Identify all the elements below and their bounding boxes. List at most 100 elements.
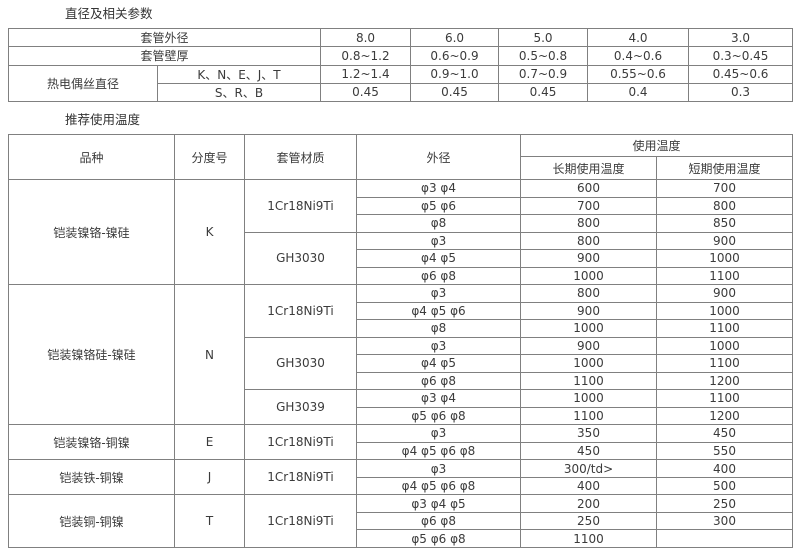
t2-short-temp-cell: 550 xyxy=(655,441,794,461)
t2-short-temp-cell: 300 xyxy=(655,511,794,531)
t1-value-cell: 0.45 xyxy=(320,82,412,103)
t2-long-temp-cell: 800 xyxy=(520,284,657,303)
t2-od-cell: φ4 φ5 φ6 xyxy=(356,301,521,321)
t1-value-cell: 0.8~1.2 xyxy=(320,46,412,66)
table-row: 铠装镍铬硅-镍硅 N 1Cr18Ni9Ti φ3 800 900 xyxy=(8,284,794,426)
t2-long-temp-cell: 600 xyxy=(520,179,657,198)
table-row: GH3030 φ3 900 1000 xyxy=(9,336,794,391)
t2-long-temp-cell: 1000 xyxy=(520,389,657,408)
t1-value-cell: 0.6~0.9 xyxy=(410,46,500,66)
table-row: φ8 1000 1100 xyxy=(9,319,794,338)
t2-header-material: 套管材质 xyxy=(244,134,357,180)
t2-short-temp-cell: 800 xyxy=(655,196,794,216)
table2-title: 推荐使用温度 xyxy=(65,112,141,127)
t2-long-temp-cell: 1100 xyxy=(520,406,657,426)
table-row: φ5 φ6 φ8 1100 xyxy=(9,529,794,548)
t2-short-temp-cell: 250 xyxy=(655,494,794,513)
t2-od-cell: φ3 φ4 φ5 xyxy=(356,494,521,513)
t2-od-cell: φ4 φ5 xyxy=(356,354,521,373)
t1-value-cell: 5.0 xyxy=(498,27,589,48)
t2-long-temp-cell: 900 xyxy=(520,301,657,321)
t2-long-temp-cell: 800 xyxy=(520,214,657,233)
t1-label-outer-diameter: 套管外径 xyxy=(7,27,322,48)
t1-value-cell: 0.45~0.6 xyxy=(688,64,794,84)
table-row: φ4 φ5 φ6 900 1000 xyxy=(9,301,794,321)
t2-long-temp-cell: 300/td> xyxy=(520,459,657,478)
t1-label-wire-diameter: 热电偶丝直径 xyxy=(8,64,158,102)
t2-short-temp-cell: 500 xyxy=(655,476,794,496)
t1-value-cell: 3.0 xyxy=(688,27,794,48)
t2-long-temp-cell: 450 xyxy=(520,441,657,461)
table-header-row: 品种 分度号 套管材质 外径 使用温度 xyxy=(8,134,794,180)
table-row: 铠装镍铬-镍硅 K 1Cr18Ni9Ti φ3 φ4 600 700 xyxy=(8,178,794,286)
t2-short-temp-cell: 850 xyxy=(655,214,794,233)
t1-value-cell: 4.0 xyxy=(587,27,690,48)
t2-od-cell: φ3 φ4 xyxy=(356,179,521,198)
t2-material-cell: 1Cr18Ni9Ti xyxy=(244,424,357,461)
t2-short-temp-cell: 1100 xyxy=(655,354,794,373)
t2-long-temp-cell: 1000 xyxy=(520,354,657,373)
table-row: 套管壁厚 0.8~1.2 0.6~0.9 0.5~0.8 0.4~0.6 0.3… xyxy=(7,46,794,66)
t1-value-cell: 0.9~1.0 xyxy=(410,64,500,84)
t2-material-cell: GH3039 xyxy=(244,389,357,426)
t2-material-cell: 1Cr18Ni9Ti xyxy=(244,284,357,338)
table-header-row: 长期使用温度 短期使用温度 xyxy=(9,156,794,180)
t2-od-cell: φ8 xyxy=(356,319,521,338)
table-row: GH3039 φ3 φ4 1000 1100 xyxy=(9,389,794,426)
t1-label-wire-types-knejt: K、N、E、J、T xyxy=(156,64,322,84)
t1-value-cell: 1.2~1.4 xyxy=(320,64,412,84)
table-row: 铠装铁-铜镍 J 1Cr18Ni9Ti φ3 300/td> 400 xyxy=(8,459,794,496)
t2-header-outer-diameter: 外径 xyxy=(356,134,521,180)
t2-long-temp-cell: 400 xyxy=(520,476,657,496)
t2-long-temp-cell: 1100 xyxy=(520,371,657,391)
t2-short-temp-cell: 1000 xyxy=(655,249,794,268)
t1-value-cell: 0.3~0.45 xyxy=(688,46,794,66)
t2-header-usage-temp: 使用温度 xyxy=(519,134,794,157)
t1-value-cell: 0.7~0.9 xyxy=(498,64,589,84)
t2-od-cell: φ8 xyxy=(356,214,521,233)
t1-value-cell: 0.5~0.8 xyxy=(498,46,589,66)
t2-short-temp-cell: 900 xyxy=(655,284,794,303)
t2-header-long-term: 长期使用温度 xyxy=(520,156,657,180)
t1-label-wire-types-srb: S、R、B xyxy=(156,82,322,103)
t2-graduation-cell: N xyxy=(174,284,245,426)
t1-value-cell: 8.0 xyxy=(320,27,412,48)
t2-short-temp-cell: 450 xyxy=(655,424,794,443)
t1-value-cell: 0.4~0.6 xyxy=(587,46,690,66)
t2-short-temp-cell: 700 xyxy=(655,179,794,198)
t1-value-cell: 0.4 xyxy=(587,82,690,103)
t2-short-temp-cell: 400 xyxy=(655,459,794,478)
t2-material-cell: 1Cr18Ni9Ti xyxy=(244,179,357,233)
t2-long-temp-cell: 200 xyxy=(520,494,657,513)
t2-od-cell: φ3 xyxy=(356,459,521,478)
table-row: 套管外径 8.0 6.0 5.0 4.0 3.0 xyxy=(7,27,794,48)
t2-long-temp-cell: 1000 xyxy=(520,266,657,286)
t2-variety-cell: 铠装镍铬-镍硅 xyxy=(8,178,175,286)
table-row: φ6 φ8 1100 1200 xyxy=(9,371,794,391)
t2-od-cell: φ5 φ6 φ8 xyxy=(356,406,521,426)
t2-graduation-cell: E xyxy=(174,424,245,461)
t1-value-cell: 0.55~0.6 xyxy=(587,64,690,84)
t2-od-cell: φ5 φ6 xyxy=(356,196,521,216)
t2-od-cell: φ3 xyxy=(356,424,521,443)
t2-short-temp-cell: 1100 xyxy=(655,319,794,338)
t2-short-temp-cell: 1200 xyxy=(655,406,794,426)
t2-od-cell: φ6 φ8 xyxy=(356,266,521,286)
t2-od-cell: φ3 xyxy=(356,231,521,251)
t2-short-temp-cell: 1100 xyxy=(655,389,794,408)
t2-short-temp-cell: 1000 xyxy=(655,301,794,321)
table-row: φ4 φ5 φ6 φ8 450 550 xyxy=(9,441,794,461)
t2-material-cell: GH3030 xyxy=(244,231,357,286)
diameter-params-table: 套管外径 8.0 6.0 5.0 4.0 3.0 套管壁厚 0.8~1.2 0.… xyxy=(7,27,794,103)
t2-long-temp-cell: 900 xyxy=(520,249,657,268)
t2-od-cell: φ4 φ5 φ6 φ8 xyxy=(356,441,521,461)
t2-graduation-cell: K xyxy=(174,178,245,286)
t2-material-cell: 1Cr18Ni9Ti xyxy=(244,459,357,496)
t2-header-short-term: 短期使用温度 xyxy=(655,156,794,180)
t1-label-wall-thickness: 套管壁厚 xyxy=(7,46,322,66)
t2-short-temp-cell xyxy=(655,529,794,548)
t2-od-cell: φ6 φ8 xyxy=(356,371,521,391)
t2-long-temp-cell: 900 xyxy=(520,336,657,356)
table-row: φ6 φ8 250 300 xyxy=(9,511,794,531)
